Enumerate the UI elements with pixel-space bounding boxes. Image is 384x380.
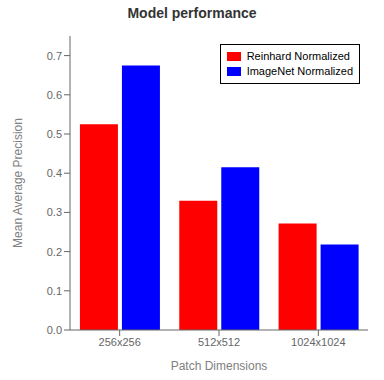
html-text:Model performance: Model performance (127, 5, 257, 21)
html-text:ImageNet Normalized: ImageNet Normalized (246, 65, 353, 77)
svg-text:0.3: 0.3 (47, 206, 62, 218)
html-text:Reinhard Normalized: Reinhard Normalized (246, 50, 350, 62)
svg-text:0.7: 0.7 (47, 50, 62, 62)
svg-text:0.1: 0.1 (47, 285, 62, 297)
svg-text:0.0: 0.0 (47, 324, 62, 336)
svg-text:0.5: 0.5 (47, 128, 62, 140)
svg-text:256x256: 256x256 (99, 336, 141, 348)
svg-text:0.4: 0.4 (47, 167, 62, 179)
svg-text:Mean Average Precision: Mean Average Precision (11, 118, 25, 248)
svg-text:0.6: 0.6 (47, 89, 62, 101)
svg-text:1024x1024: 1024x1024 (291, 336, 345, 348)
svg-text:0.2: 0.2 (47, 246, 62, 258)
svg-text:Patch Dimensions: Patch Dimensions (171, 359, 268, 373)
svg-text:512x512: 512x512 (198, 336, 240, 348)
